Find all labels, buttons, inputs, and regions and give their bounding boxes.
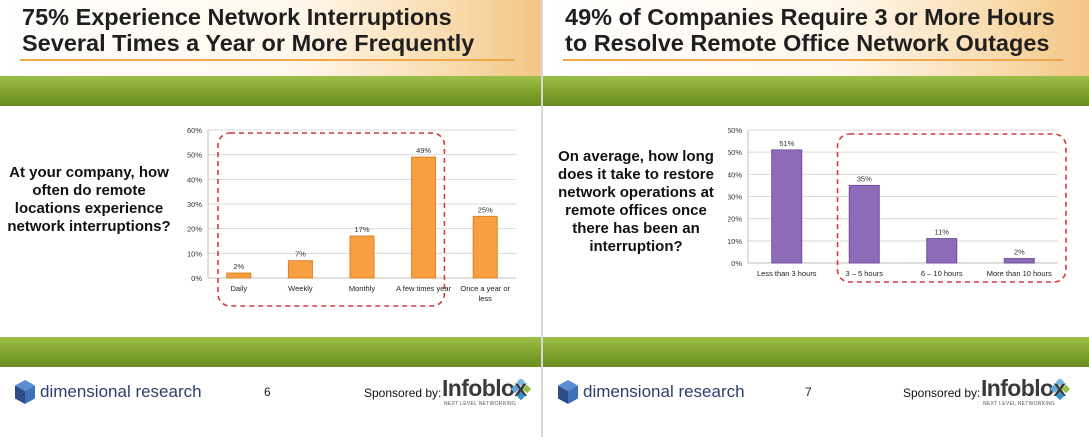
y-tick-label: 40% (728, 170, 742, 179)
bar (411, 156, 437, 279)
data-label: 17% (354, 225, 369, 234)
page-number: 7 (805, 385, 812, 399)
title-line-1: 75% Experience Network Interruptions (22, 4, 452, 30)
slide-header: 75% Experience Network Interruptions Sev… (0, 0, 541, 76)
brand-name: dimensional research (40, 382, 202, 401)
y-tick-label: 60% (728, 126, 742, 135)
slide-title: 49% of Companies Require 3 or More Hours… (565, 4, 1055, 56)
green-band-top (543, 76, 1089, 106)
x-tick-label: Once a year or less (460, 284, 510, 303)
title-line-2: Several Times a Year or More Frequently (22, 30, 475, 56)
brand-name: dimensional research (583, 382, 745, 401)
infoblox-tagline: NEXT LEVEL NETWORKING (983, 401, 1056, 407)
bar (848, 184, 880, 264)
slide-header: 49% of Companies Require 3 or More Hours… (543, 0, 1089, 76)
infoblox-tagline: NEXT LEVEL NETWORKING (444, 401, 517, 407)
slide-title: 75% Experience Network Interruptions Sev… (22, 4, 474, 56)
slide-7: 49% of Companies Require 3 or More Hours… (543, 0, 1089, 437)
bar (472, 215, 498, 279)
y-tick-label: 30% (187, 200, 202, 209)
page-number: 6 (264, 385, 271, 399)
y-tick-label: 40% (187, 175, 202, 184)
highlight-box (836, 133, 1067, 283)
data-label: 7% (295, 250, 306, 259)
infoblox-squares-icon (1049, 379, 1071, 401)
y-tick-label: 10% (187, 249, 202, 258)
x-tick-label: A few times year (396, 284, 452, 293)
x-tick-label: 6 – 10 hours (921, 269, 963, 278)
bar (771, 149, 803, 264)
data-label: 25% (478, 205, 493, 214)
bar (287, 260, 313, 279)
bar (349, 235, 375, 279)
dimensional-research-logo: dimensional research (14, 379, 202, 405)
survey-question: At your company, how often do remote loc… (7, 164, 171, 235)
y-tick-label: 50% (187, 151, 202, 160)
title-line-2: to Resolve Remote Office Network Outages (565, 30, 1050, 56)
title-underline (20, 59, 515, 61)
bar (226, 272, 252, 279)
x-tick-label: Daily (230, 284, 247, 293)
y-tick-label: 10% (728, 237, 742, 246)
data-label: 51% (779, 139, 794, 148)
sponsor-label: Sponsored by: (903, 386, 981, 400)
survey-question: On average, how long does it take to res… (558, 148, 714, 255)
x-tick-label: Weekly (288, 284, 313, 293)
bar-chart-restore-time: 0% 10% 20% 30% 40% 50% 60% 51% Less than 3 hours… (728, 126, 1067, 283)
title-line-1: 49% of Companies Require 3 or More Hours (565, 4, 1055, 30)
x-tick-label: Monthly (349, 284, 376, 293)
bar (926, 238, 958, 264)
y-tick-label: 50% (728, 148, 742, 157)
x-tick-label: More than 10 hours (987, 269, 1052, 278)
data-label: 2% (1014, 248, 1025, 257)
green-band-top (0, 76, 541, 106)
y-tick-label: 0% (731, 259, 742, 268)
data-label: 49% (416, 146, 431, 155)
dimensional-research-logo: dimensional research (557, 379, 745, 405)
y-tick-label: 20% (187, 225, 202, 234)
data-label: 11% (935, 228, 950, 237)
bar-chart-interruption-frequency: 0% 10% 20% 30% 40% 50% 60% 2% Daily 7% Weekly 17% Mo… (187, 126, 516, 307)
slide-divider (541, 0, 543, 437)
infoblox-squares-icon (510, 379, 532, 401)
cube-logo-icon (558, 380, 578, 404)
title-underline (563, 59, 1063, 61)
x-tick-label: Less than 3 hours (757, 269, 817, 278)
sponsor-label: Sponsored by: (364, 386, 442, 400)
slide-footer: dimensional research 7 Sponsored by: Inf… (543, 367, 1089, 417)
y-tick-label: 0% (191, 274, 202, 283)
green-band-bottom (543, 337, 1089, 367)
slide-footer: dimensional research 6 Sponsored by: Inf… (0, 367, 541, 417)
green-band-bottom (0, 337, 541, 367)
slide-6: 75% Experience Network Interruptions Sev… (0, 0, 541, 437)
cube-logo-icon (15, 380, 35, 404)
y-tick-label: 60% (187, 126, 202, 135)
y-tick-label: 30% (728, 193, 742, 202)
data-label: 35% (857, 174, 872, 183)
y-tick-label: 20% (728, 215, 742, 224)
highlight-box (217, 132, 446, 307)
bar (1003, 258, 1035, 264)
data-label: 2% (233, 262, 244, 271)
x-tick-label: 3 – 5 hours (845, 269, 883, 278)
